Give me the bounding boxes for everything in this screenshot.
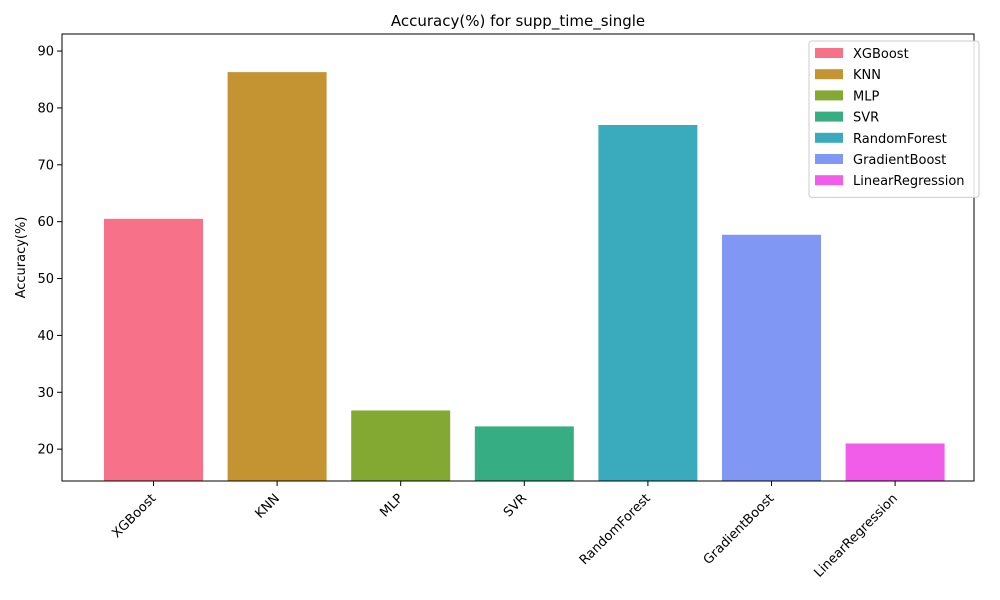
y-tick-label: 60 [37, 215, 54, 230]
legend-box [808, 40, 980, 198]
legend-label: LinearRegression [853, 174, 965, 189]
bar-xgboost [104, 218, 203, 481]
y-tick-label: 80 [37, 101, 54, 116]
x-axis: XGBoost KNN MLP SVR RandomForest GradientBoos… [109, 481, 901, 581]
x-tick-label: KNN [253, 491, 283, 521]
y-axis: 20 30 40 50 60 70 80 90 [37, 45, 62, 458]
legend-swatch [815, 90, 843, 101]
y-tick-label: 40 [37, 329, 54, 344]
plot-frame [61, 33, 975, 482]
legend-label: KNN [853, 68, 881, 83]
y-tick-label: 20 [37, 443, 54, 458]
legend-label: XGBoost [853, 47, 909, 62]
legend-label: SVR [853, 111, 879, 126]
legend-swatch [815, 69, 843, 80]
bar-linearregression [845, 443, 945, 481]
legend-swatch [815, 48, 843, 58]
y-axis-title: Accuracy(%) [14, 217, 29, 299]
bar-gradientboost [722, 234, 821, 481]
bar-randomforest [598, 124, 698, 481]
x-tick-label: XGBoost [109, 491, 159, 541]
legend-label: RandomForest [853, 132, 947, 147]
x-tick-label: SVR [501, 491, 530, 520]
x-tick-label: LinearRegression [811, 491, 900, 580]
bar-svr [474, 426, 574, 481]
legend-swatch [815, 175, 843, 186]
legend-swatch [815, 111, 843, 122]
x-tick-label: MLP [377, 491, 406, 520]
bar-knn [227, 72, 327, 481]
bar-mlp [351, 410, 451, 481]
legend-swatch [815, 154, 843, 164]
y-tick-label: 30 [37, 386, 54, 401]
x-tick-label: RandomForest [577, 491, 654, 568]
y-tick-label: 70 [37, 158, 54, 173]
bars [104, 72, 945, 481]
y-tick-label: 50 [37, 272, 54, 287]
chart-title: Accuracy(%) for supp_time_single [391, 12, 645, 31]
y-tick-label: 90 [37, 45, 54, 60]
legend: XGBoost KNN MLP SVR RandomForest GradientBoos… [808, 40, 980, 198]
x-tick-label: GradientBoost [701, 491, 778, 568]
legend-label: GradientBoost [853, 153, 946, 168]
legend-label: MLP [853, 89, 879, 104]
legend-swatch [815, 132, 843, 143]
